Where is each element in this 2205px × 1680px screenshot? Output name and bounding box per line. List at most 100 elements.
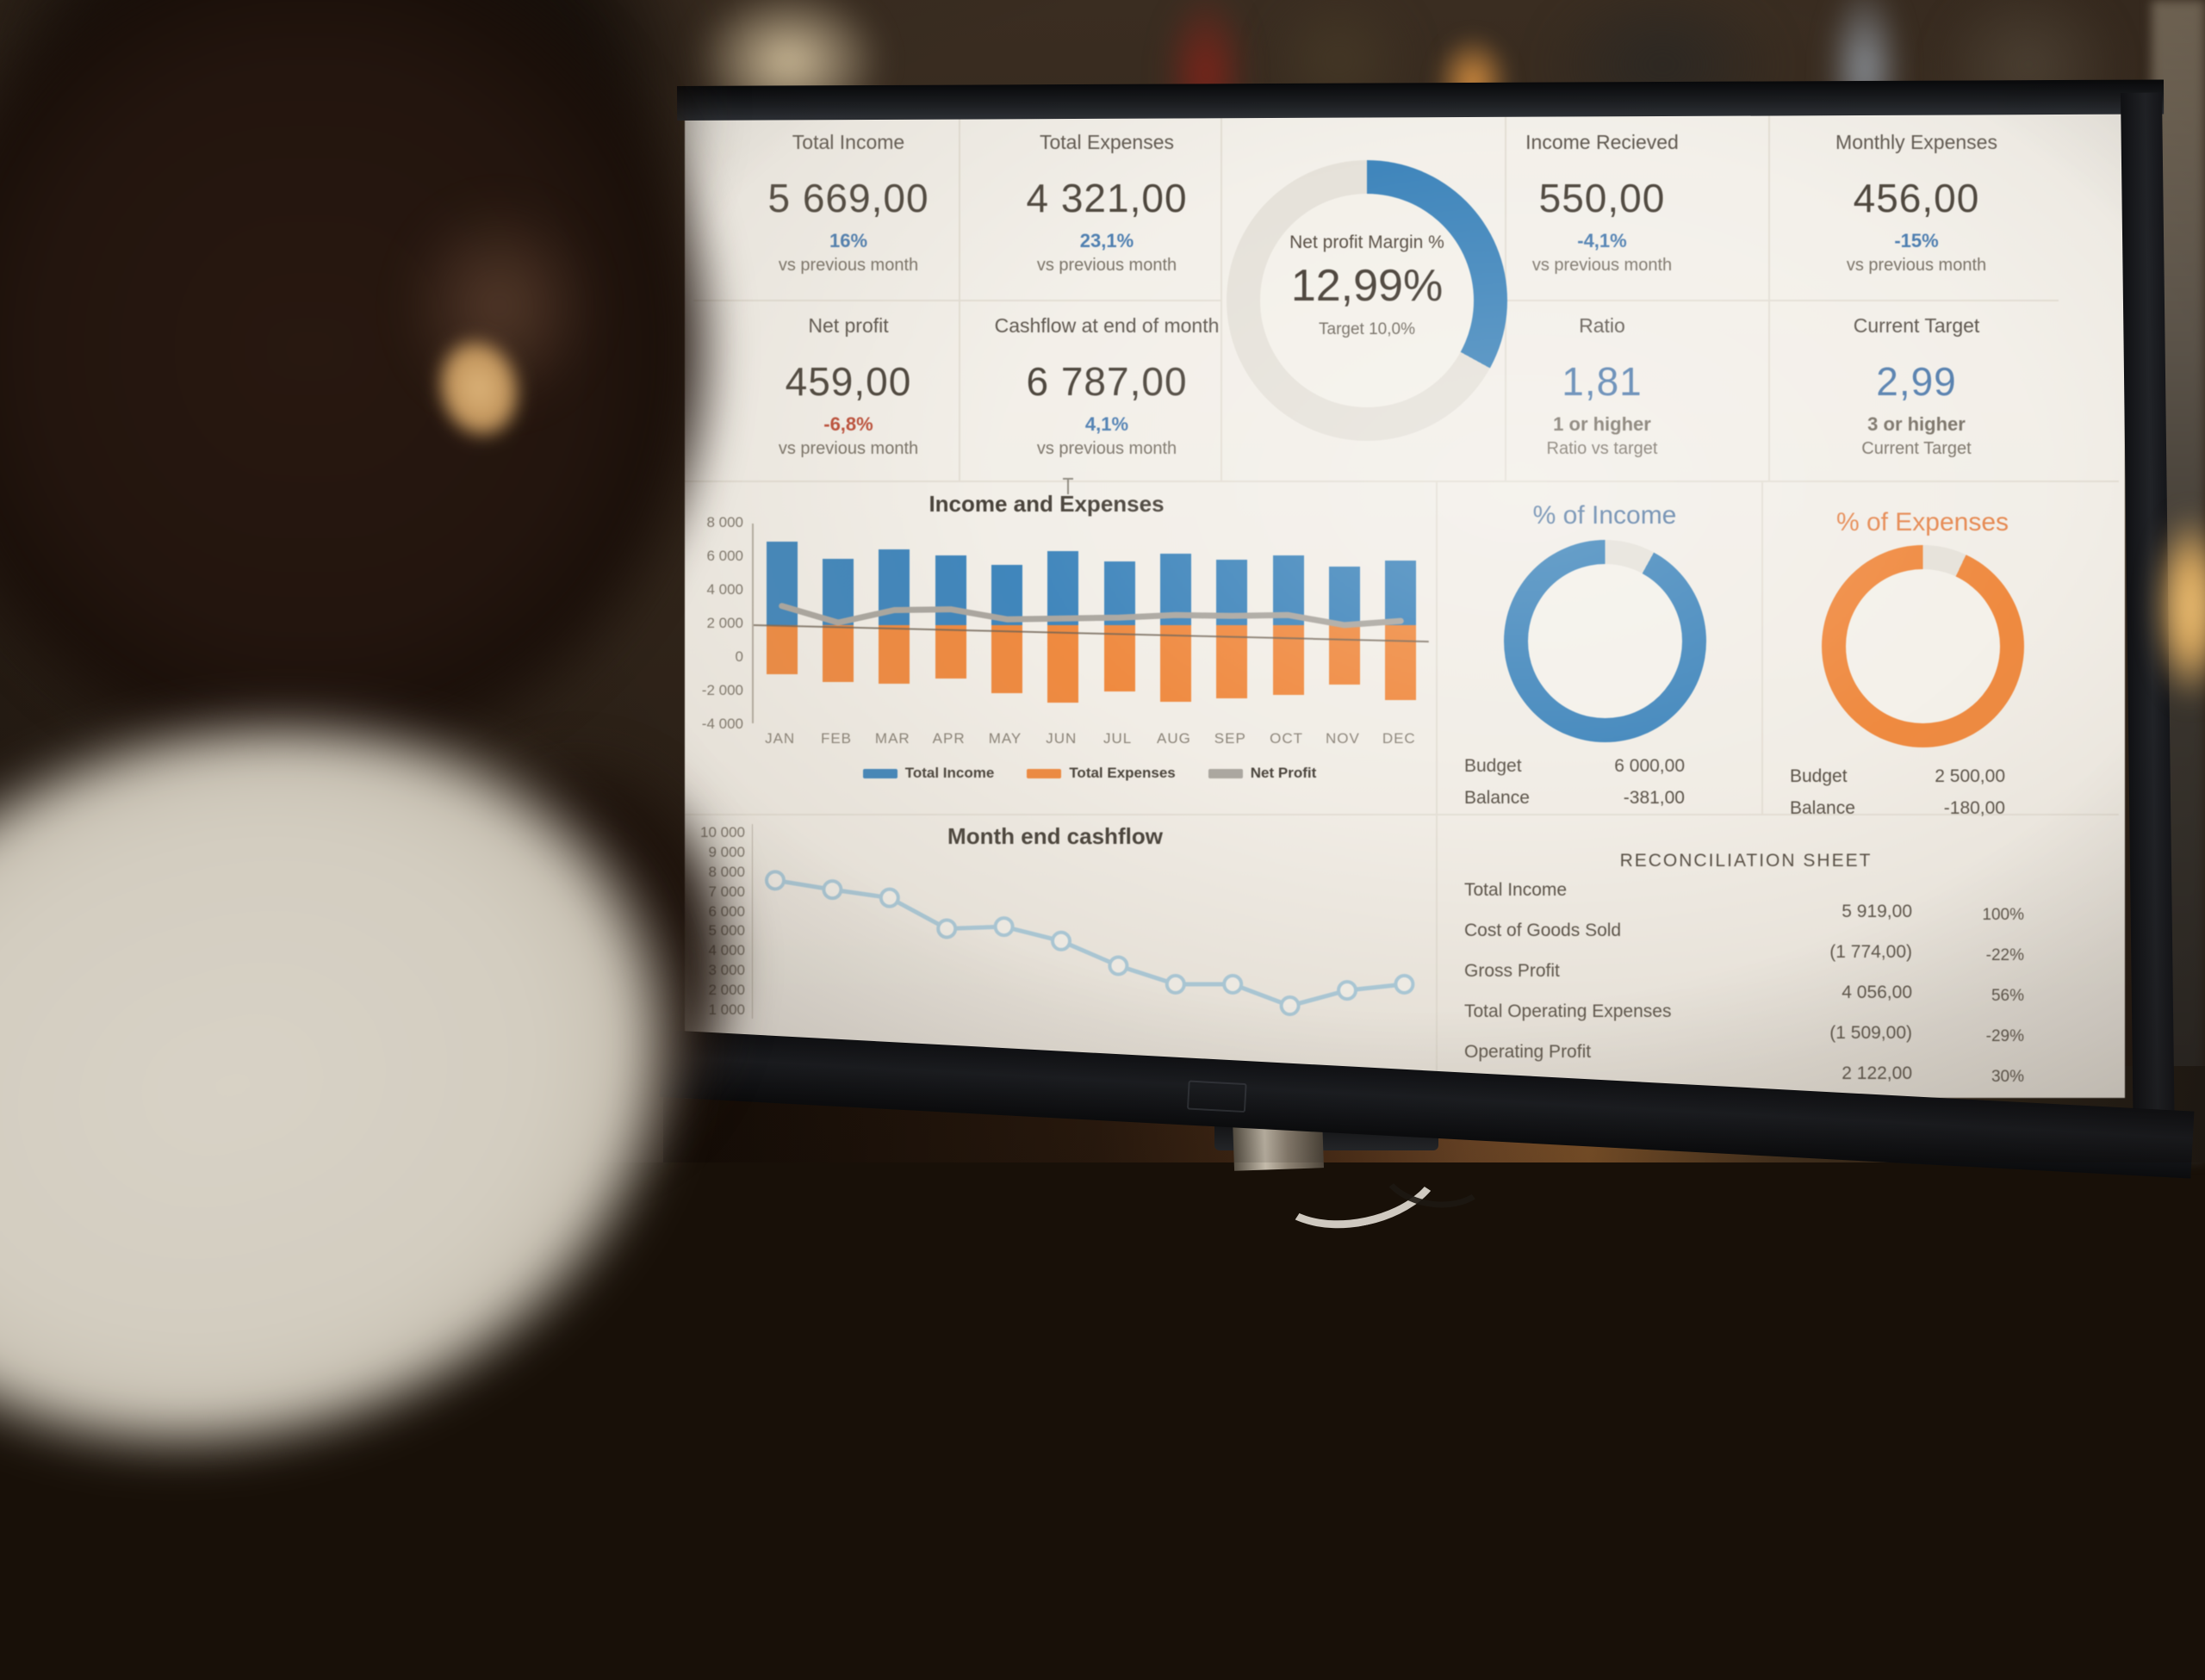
y-tick-label: 8 000: [708, 863, 745, 880]
kpi-value: 456,00: [1853, 176, 1980, 220]
recon-value: (1 774,00): [1829, 942, 1912, 962]
recon-percent: -29%: [1985, 1027, 2024, 1045]
cashflow-marker: [1108, 955, 1129, 976]
y-tick-label: 5 000: [708, 922, 745, 939]
recon-percent: 30%: [1991, 1068, 2024, 1086]
bar-chart-title: Income and Expenses: [929, 491, 1165, 517]
kpi-delta: -15%: [1894, 230, 1939, 251]
reconciliation-table[interactable]: Total Income 5 919,00 100% Cost of Goods So…: [1464, 880, 2024, 1086]
kpi-subtext: vs previous month: [1036, 256, 1177, 275]
x-tick-label: NOV: [1326, 730, 1360, 747]
cashflow-marker: [1394, 973, 1415, 995]
total-expenses-bar: [1159, 624, 1191, 702]
kpi-card-ratio[interactable]: Ratio 1,81 1 or higher Ratio vs target: [1460, 314, 1744, 459]
x-tick-label: SEP: [1214, 730, 1246, 747]
total-expenses-bar: [935, 624, 966, 679]
kpi-card-cashflow-end-of-month[interactable]: Cashflow at end of month 6 787,00 4,1% v…: [965, 314, 1249, 459]
kpi-card-total-income[interactable]: Total Income 5 669,00 16% vs previous mo…: [706, 131, 991, 276]
recon-value: 5 919,00: [1842, 902, 1912, 921]
kpi-note: 3 or higher: [1867, 413, 1966, 435]
y-tick-label: 6 000: [708, 902, 745, 920]
x-tick-label: JUN: [1046, 730, 1078, 747]
cashflow-marker: [1279, 995, 1301, 1017]
divider: [1436, 814, 1438, 1098]
net-profit-margin-donut[interactable]: [1227, 160, 1507, 441]
cashflow-chart[interactable]: [758, 827, 1430, 1051]
cashflow-polyline: [774, 877, 1405, 1008]
kpi-label: Ratio: [1579, 314, 1625, 337]
kpi-value: 6 787,00: [1026, 359, 1188, 404]
reconciliation-row: Cost of Goods Sold (1 774,00) -22%: [1464, 921, 2024, 964]
gauge-target: Target 10,0%: [1319, 320, 1415, 338]
legend-label: Net Profit: [1250, 765, 1317, 781]
x-tick-label: DEC: [1382, 730, 1416, 747]
kpi-value: 2,99: [1876, 359, 1957, 404]
divider: [1768, 112, 1770, 480]
bar-chart-legend: Total Income Total Expenses Net Profit: [752, 765, 1427, 782]
x-tick-label: JUL: [1103, 730, 1133, 747]
reconciliation-row: Total Operating Expenses (1 509,00) -29%: [1464, 1001, 2024, 1045]
recon-percent: 100%: [1982, 906, 2024, 924]
kpi-delta: -4,1%: [1577, 230, 1627, 251]
kpi-subtext: vs previous month: [1531, 256, 1673, 275]
pct-income-donut[interactable]: [1504, 540, 1706, 742]
y-tick-label: 10 000: [700, 824, 745, 840]
net-profit-polyline: [779, 603, 1404, 629]
kpi-delta: 4,1%: [1084, 413, 1129, 435]
kpi-card-current-target[interactable]: Current Target 2,99 3 or higher Current …: [1774, 314, 2059, 459]
legend-item: Total Expenses: [1027, 765, 1176, 782]
pct-expenses-donut[interactable]: [1822, 545, 2024, 747]
y-tick-label: 4 000: [706, 581, 743, 598]
divider: [693, 300, 1221, 301]
x-tick-label: OCT: [1270, 730, 1304, 747]
gauge-title: Net profit Margin %: [1289, 232, 1444, 252]
y-tick-label: 1 000: [708, 1001, 745, 1018]
kpi-subtext: vs previous month: [1036, 439, 1177, 458]
pct-income-title: % of Income: [1532, 501, 1677, 530]
legend-swatch: [1027, 769, 1062, 779]
total-expenses-bar: [1103, 624, 1135, 692]
cashflow-marker: [1165, 973, 1186, 995]
kpi-label: Net profit: [808, 314, 889, 337]
kpi-card-income-recieved[interactable]: Income Recieved 550,00 -4,1% vs previous…: [1460, 131, 1744, 276]
divider: [685, 480, 2119, 482]
y-tick-label: 3 000: [708, 962, 745, 979]
balance-value: -381,00: [1623, 788, 1685, 808]
kpi-note: 1 or higher: [1553, 413, 1651, 435]
y-tick-label: 2 000: [706, 615, 743, 631]
recon-label: Gross Profit: [1464, 961, 1560, 981]
income-expenses-chart[interactable]: [752, 524, 1429, 723]
balance-label: Balance: [1790, 798, 1855, 818]
recon-value: 4 056,00: [1842, 983, 1912, 1002]
y-tick-label: 6 000: [706, 548, 743, 564]
kpi-subtext: Ratio vs target: [1546, 439, 1658, 458]
kpi-subtext: vs previous month: [778, 439, 919, 458]
y-tick-label: 7 000: [708, 883, 745, 900]
cashflow-marker: [879, 887, 900, 908]
reconciliation-title: RECONCILIATION SHEET: [1619, 851, 1873, 871]
kpi-label: Monthly Expenses: [1835, 131, 1997, 153]
recon-label: Total Operating Expenses: [1464, 1001, 1672, 1021]
bar-chart-x-axis: JAN FEB MAR APR MAY JUN JUL AUG SEP OCT NOV DEC: [752, 730, 1427, 747]
pct-expenses-title: % of Expenses: [1835, 508, 2009, 536]
recon-label: Cost of Goods Sold: [1464, 921, 1622, 940]
legend-item: Net Profit: [1208, 765, 1317, 782]
kpi-label: Total Income: [792, 131, 905, 153]
y-tick-label: -2 000: [701, 682, 743, 698]
legend-swatch: [862, 769, 898, 779]
cashflow-marker: [765, 870, 786, 891]
balance-value: -180,00: [1943, 798, 2005, 818]
x-tick-label: JAN: [765, 730, 796, 747]
dashboard-screen: Total Income 5 669,00 16% vs previous mo…: [685, 112, 2125, 1098]
recon-value: (1 509,00): [1829, 1023, 1912, 1043]
kpi-card-net-profit[interactable]: Net profit 459,00 -6,8% vs previous mont…: [706, 314, 991, 459]
kpi-value: 5 669,00: [767, 176, 929, 220]
x-tick-label: AUG: [1157, 730, 1191, 747]
kpi-card-total-expenses[interactable]: Total Expenses 4 321,00 23,1% vs previou…: [965, 131, 1249, 276]
kpi-card-monthly-expenses[interactable]: Monthly Expenses 456,00 -15% vs previous…: [1774, 131, 2059, 276]
divider: [1436, 480, 1438, 814]
y-tick-label: 2 000: [708, 982, 745, 998]
x-tick-label: FEB: [820, 730, 853, 747]
divider: [1761, 480, 1763, 814]
kpi-value: 1,81: [1562, 359, 1643, 404]
